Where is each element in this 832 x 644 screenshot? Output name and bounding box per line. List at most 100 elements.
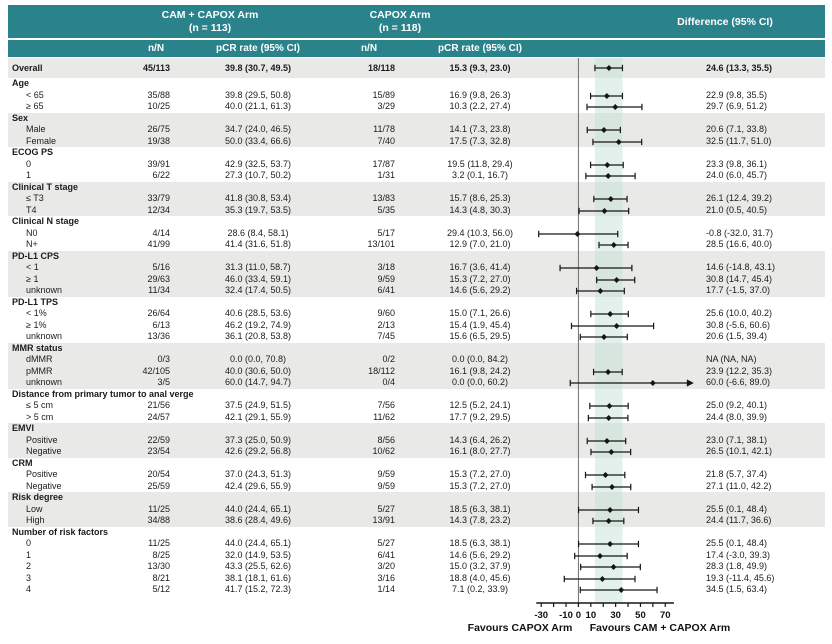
section-label: ECOG PS	[12, 147, 54, 158]
cam-pcr-value: 32.4 (17.4, 50.5)	[224, 285, 292, 296]
difference-value: 24.4 (8.0, 39.9)	[706, 411, 768, 422]
capox-pcr-value: 7.1 (0.2, 33.9)	[451, 584, 509, 595]
difference-value: 28.3 (1.8, 49.9)	[706, 561, 768, 572]
forest-row: ≤ 5 cm 21/56 37.5 (24.9, 51.5) 7/56 12.5 (5.…	[8, 400, 825, 412]
forest-row: dMMR 0/3 0.0 (0.0, 70.8) 0/2 0.0 (0.0, 84.2)…	[8, 354, 825, 366]
cam-pcr-value: 39.8 (29.5, 50.8)	[224, 89, 292, 100]
x-axis-tick-label: 0	[576, 610, 581, 621]
cam-nN-value: 4/14	[152, 227, 170, 238]
capox-pcr-value: 15.3 (9.3, 23.0)	[449, 62, 511, 73]
forest-row: unknown 11/34 32.4 (17.4, 50.5) 6/41 14.6 (5…	[8, 285, 825, 297]
difference-value: 60.0 (-6.6, 89.0)	[706, 377, 771, 388]
table-body: Overall 45/113 39.8 (30.7, 49.5) 18/118 15.3…	[8, 58, 825, 596]
section-header-row: ECOG PS	[8, 147, 825, 159]
cam-pcr-value: 35.3 (19.7, 53.5)	[224, 204, 292, 215]
forest-row: Overall 45/113 39.8 (30.7, 49.5) 18/118 15.3…	[8, 58, 825, 78]
section-label: Clinical N stage	[12, 216, 80, 227]
row-label: < 1%	[26, 308, 47, 319]
capox-pcr-value: 16.1 (9.8, 24.2)	[449, 365, 511, 376]
row-label: < 65	[26, 89, 44, 100]
row-label: 1	[26, 170, 32, 181]
capox-pcr-value: 15.6 (6.5, 29.5)	[449, 331, 511, 342]
cam-nN-value: 12/34	[147, 204, 170, 215]
row-label: Male	[26, 124, 46, 135]
cam-nN-value: 6/13	[152, 319, 170, 330]
x-axis-tick-label: 30	[610, 610, 621, 621]
difference-value: 26.5 (10.1, 42.1)	[706, 446, 773, 457]
row-label: N+	[26, 239, 38, 250]
section-header-row: PD-L1 TPS	[8, 296, 825, 308]
difference-value: 30.8 (-5.6, 60.6)	[706, 319, 771, 330]
cam-pcr-value: 44.0 (24.4, 65.1)	[224, 503, 292, 514]
difference-value: 24.4 (11.7, 36.6)	[706, 515, 772, 526]
difference-value: 27.1 (11.0, 42.2)	[706, 480, 772, 491]
capox-pcr-value: 0.0 (0.0, 60.2)	[451, 377, 509, 388]
difference-value: NA (NA, NA)	[706, 354, 757, 365]
forest-row: < 65 35/88 39.8 (29.5, 50.8) 15/89 16.9 (9.8…	[8, 89, 825, 101]
cam-pcr-value: 44.0 (24.4, 65.1)	[224, 538, 292, 549]
section-header-row: Sex	[8, 112, 825, 124]
section-label: Sex	[12, 112, 29, 123]
capox-pcr-value: 14.6 (5.6, 29.2)	[449, 549, 511, 560]
section-label: Number of risk factors	[12, 526, 109, 537]
cam-pcr-value: 46.2 (19.2, 74.9)	[224, 319, 292, 330]
difference-value: 25.5 (0.1, 48.4)	[706, 538, 768, 549]
forest-row: ≥ 1 29/63 46.0 (33.4, 59.1) 9/59 15.3 (7.2, …	[8, 273, 825, 285]
capox-nN-value: 3/16	[377, 572, 395, 583]
capox-pcr-value: 16.7 (3.6, 41.4)	[449, 262, 511, 273]
cam-pcr-value: 27.3 (10.7, 50.2)	[224, 170, 292, 181]
col-header-cam-nN: n/N	[147, 43, 165, 54]
capox-nN-value: 1/14	[377, 584, 395, 595]
row-label: ≥ 1	[26, 273, 39, 284]
section-header-row: EMVI	[8, 423, 825, 435]
capox-pcr-value: 15.0 (3.2, 37.9)	[449, 561, 511, 572]
forest-row: < 1% 26/64 40.6 (28.5, 53.6) 9/60 15.0 (7.1,…	[8, 308, 825, 320]
forest-row: 4 5/12 41.7 (15.2, 72.3) 1/14 7.1 (0.2, 33.9…	[8, 584, 825, 596]
forest-row: > 5 cm 24/57 42.1 (29.1, 55.9) 11/62 17.7 (9…	[8, 411, 825, 423]
row-label: Overall	[12, 62, 43, 73]
cam-pcr-value: 37.5 (24.9, 51.5)	[224, 400, 292, 411]
row-label: 1	[26, 549, 32, 560]
cam-nN-value: 8/21	[152, 572, 170, 583]
difference-value: 34.5 (1.5, 63.4)	[706, 584, 768, 595]
capox-nN-value: 1/31	[377, 170, 395, 181]
row-label: Female	[26, 135, 57, 146]
forest-row: N0 4/14 28.6 (8.4, 58.1) 5/17 29.4 (10.3, 56…	[8, 227, 825, 239]
section-label: Distance from primary tumor to anal verg…	[12, 388, 194, 399]
x-axis-tick-label: 70	[660, 610, 671, 621]
x-axis-tick-label: 50	[635, 610, 646, 621]
capox-nN-value: 2/13	[377, 319, 395, 330]
forest-row: N+ 41/99 41.4 (31.6, 51.8) 13/101 12.9 (7.0,…	[8, 239, 825, 251]
cam-pcr-value: 46.0 (33.4, 59.1)	[224, 273, 292, 284]
forest-row: unknown 3/5 60.0 (14.7, 94.7) 0/4 0.0 (0.0, …	[8, 377, 825, 389]
forest-row: 3 8/21 38.1 (18.1, 61.6) 3/16 18.8 (4.0, 45.…	[8, 572, 825, 584]
difference-value: 21.8 (5.7, 37.4)	[706, 469, 768, 480]
capox-nN-value: 13/83	[372, 193, 395, 204]
cam-pcr-value: 31.3 (11.0, 58.7)	[225, 262, 291, 273]
section-label: Age	[12, 78, 30, 89]
capox-pcr-value: 12.9 (7.0, 21.0)	[449, 239, 511, 250]
row-label: unknown	[26, 331, 63, 342]
cam-nN-value: 22/59	[147, 434, 170, 445]
row-label: 0	[26, 538, 32, 549]
cam-nN-value: 33/79	[147, 193, 170, 204]
difference-value: 30.8 (14.7, 45.4)	[706, 273, 773, 284]
arm1-header: CAM + CAPOX Arm (n = 113)	[162, 9, 259, 34]
capox-nN-value: 18/118	[367, 62, 395, 73]
capox-pcr-value: 3.2 (0.1, 16.7)	[451, 170, 509, 181]
capox-pcr-value: 29.4 (10.3, 56.0)	[446, 227, 514, 238]
capox-pcr-value: 16.1 (8.0, 27.7)	[449, 446, 511, 457]
capox-nN-value: 17/87	[372, 158, 395, 169]
capox-nN-value: 5/35	[377, 204, 395, 215]
forest-row: 1 6/22 27.3 (10.7, 50.2) 1/31 3.2 (0.1, 16.7…	[8, 170, 825, 182]
forest-row: 0 39/91 42.9 (32.5, 53.7) 17/87 19.5 (11.8, …	[8, 158, 825, 170]
section-label: PD-L1 CPS	[12, 250, 60, 261]
capox-pcr-value: 15.3 (7.2, 27.0)	[449, 273, 511, 284]
cam-nN-value: 26/75	[147, 124, 170, 135]
difference-value: 17.4 (-3.0, 39.3)	[706, 549, 771, 560]
section-label: Clinical T stage	[12, 181, 79, 192]
col-header-capox-nN: n/N	[360, 43, 378, 54]
row-label: 4	[26, 584, 32, 595]
forest-row: unknown 13/36 36.1 (20.8, 53.8) 7/45 15.6 (6…	[8, 331, 825, 343]
